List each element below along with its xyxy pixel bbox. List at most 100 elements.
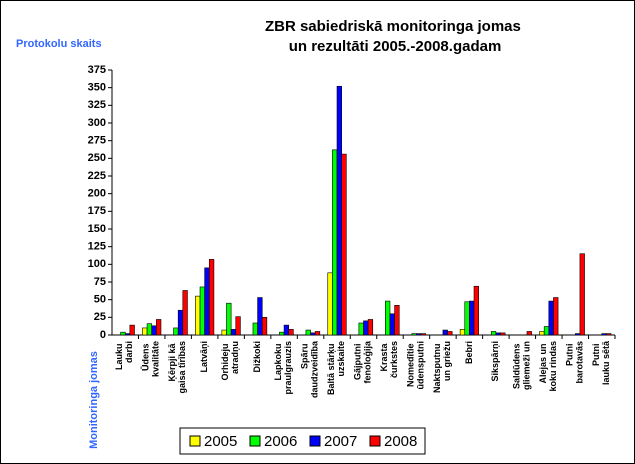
- bar: [129, 324, 135, 336]
- x-tick-label: Krasta čurkstes: [379, 341, 399, 378]
- bar: [177, 309, 184, 336]
- bar: [341, 153, 347, 336]
- x-tick-label: Alejas un koku rindas: [538, 341, 558, 392]
- bar: [574, 333, 581, 336]
- bar: [473, 285, 479, 336]
- x-tick-label: Putni lauku sētā: [591, 340, 611, 385]
- y-tick-label: 50: [94, 294, 106, 306]
- bar: [447, 331, 453, 336]
- bar: [279, 331, 285, 336]
- x-tick-label: Gājputni fenoloģija: [353, 340, 373, 383]
- bar: [543, 326, 550, 336]
- bar: [252, 322, 258, 336]
- bar: [464, 301, 470, 336]
- bar: [199, 286, 205, 336]
- legend-swatch: [369, 435, 381, 447]
- bar: [548, 300, 554, 336]
- y-tick-label: 175: [88, 205, 106, 217]
- y-tick-label: 75: [94, 276, 106, 288]
- bar: [411, 333, 417, 336]
- bar: [156, 319, 162, 336]
- bar: [469, 300, 475, 336]
- bar: [124, 333, 131, 336]
- bar: [327, 272, 333, 336]
- x-tick-label: Ķērpji kā gaisa tīrības: [168, 341, 188, 394]
- y-tick-label: 300: [88, 117, 106, 129]
- legend-label: 2008: [384, 433, 417, 450]
- x-tick-label: Lapkoku praulgrauzis: [273, 341, 293, 395]
- bar: [230, 329, 237, 336]
- y-tick-label: 125: [88, 241, 106, 253]
- bar: [367, 319, 374, 336]
- legend-label: 2005: [204, 433, 237, 450]
- y-tick-label: 100: [88, 258, 106, 270]
- bar: [490, 331, 497, 336]
- bar: [495, 332, 501, 336]
- bar: [305, 329, 311, 336]
- bar: [363, 320, 369, 336]
- bar: [235, 316, 241, 336]
- y-tick-label: 375: [88, 64, 106, 76]
- bar: [389, 313, 395, 336]
- legend-swatch: [189, 435, 201, 447]
- x-tick-label: Putni barotavās: [565, 341, 585, 384]
- bar: [539, 331, 545, 336]
- y-tick-label: 350: [88, 82, 106, 94]
- y-tick-label: 25: [94, 311, 106, 323]
- bar: [288, 329, 294, 336]
- bar: [553, 297, 559, 336]
- y-tick-label: 275: [88, 135, 106, 147]
- x-tick-label: Ūdens kvalitāte: [141, 341, 161, 377]
- bar: [283, 324, 290, 336]
- bar: [151, 325, 157, 336]
- y-tick-label: 225: [88, 170, 106, 182]
- bar: [416, 333, 422, 336]
- bar: [500, 332, 506, 336]
- bar: [142, 327, 148, 336]
- y-axis-label: Protokolu skaits: [16, 38, 102, 50]
- bar: [601, 333, 607, 336]
- bar: [204, 267, 210, 336]
- bar: [221, 329, 227, 336]
- bar: [420, 333, 427, 336]
- bar: [358, 322, 364, 336]
- x-tick-label: Dižkoki: [252, 341, 262, 373]
- x-tick-label: Nomedītie ūdensputni: [406, 341, 426, 390]
- bar: [314, 331, 321, 336]
- y-tick-label: 200: [88, 188, 106, 200]
- bar: [459, 329, 466, 336]
- legend-label: 2007: [324, 433, 357, 450]
- x-axis-label: Monitoringa jomas: [88, 351, 100, 449]
- bar: [606, 333, 612, 336]
- x-tick-label: Baltā stārķu uzskaite: [326, 341, 346, 395]
- x-tick-label: Sikspārņi: [490, 341, 500, 382]
- y-tick-label: 0: [100, 329, 106, 341]
- bar: [442, 329, 448, 336]
- bar: [120, 331, 126, 336]
- bar: [385, 300, 391, 336]
- y-tick-label: 150: [88, 223, 106, 235]
- x-tick-label: Spāru daudzveidība: [300, 340, 320, 398]
- chart-title: ZBR sabiedriskā monitoringa jomas un rez…: [265, 18, 525, 55]
- bar: [336, 85, 342, 336]
- legend: [179, 427, 426, 455]
- x-tick-label: Orhideju atradņu: [221, 341, 241, 381]
- x-tick-label: Bebri: [464, 341, 474, 364]
- y-tick-label: 250: [88, 152, 106, 164]
- x-tick-label: Saldūdens gliemeži un: [512, 341, 532, 390]
- legend-swatch: [309, 435, 321, 447]
- bar: [182, 290, 188, 336]
- x-tick-label: Latvāņi: [199, 341, 209, 373]
- bar: [332, 149, 338, 336]
- bar: [310, 332, 316, 336]
- bar: [394, 305, 400, 336]
- bar: [146, 323, 153, 336]
- bar: [261, 317, 268, 336]
- x-tick-label: Naktsputnu un griežu: [432, 341, 452, 393]
- bar: [579, 253, 585, 336]
- bar: [526, 331, 532, 336]
- y-tick-label: 325: [88, 99, 106, 111]
- bar: [257, 297, 263, 336]
